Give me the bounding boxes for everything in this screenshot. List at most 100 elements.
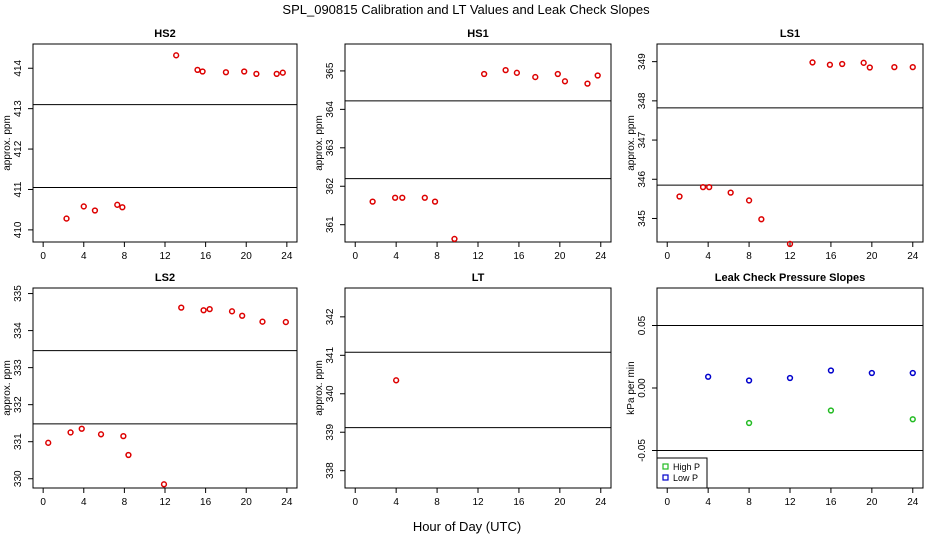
x-tick-label: 16 bbox=[825, 251, 837, 262]
data-point bbox=[253, 70, 260, 78]
data-point bbox=[451, 235, 458, 243]
x-tick-label: 4 bbox=[81, 497, 87, 508]
y-tick-label: 347 bbox=[637, 131, 648, 148]
data-point bbox=[594, 72, 601, 79]
y-tick-label: 342 bbox=[325, 308, 336, 325]
data-point bbox=[228, 308, 236, 315]
panel-title: LT bbox=[472, 272, 485, 284]
legend-label: Low P bbox=[673, 473, 698, 483]
plot-frame bbox=[344, 43, 612, 243]
main-title: SPL_090815 Calibration and LT Values and… bbox=[282, 2, 650, 17]
x-tick-label: 12 bbox=[784, 251, 796, 262]
x-tick-label: 16 bbox=[200, 251, 212, 262]
data-point bbox=[480, 70, 488, 78]
data-point bbox=[891, 63, 898, 71]
data-point bbox=[827, 367, 835, 374]
data-point bbox=[97, 431, 105, 438]
x-tick-label: 20 bbox=[554, 497, 566, 508]
data-point bbox=[561, 78, 569, 85]
data-point bbox=[206, 305, 213, 313]
data-point bbox=[502, 66, 509, 74]
y-tick-label: 348 bbox=[637, 92, 648, 109]
data-point bbox=[239, 312, 246, 319]
panel-title: Leak Check Pressure Slopes bbox=[715, 272, 865, 284]
data-point bbox=[119, 204, 126, 211]
x-tick-label: 4 bbox=[393, 497, 399, 508]
x-tick-label: 24 bbox=[907, 497, 919, 508]
data-point bbox=[200, 307, 207, 314]
x-tick-label: 4 bbox=[705, 251, 711, 262]
x-tick-label: 4 bbox=[81, 251, 87, 262]
x-tick-label: 16 bbox=[513, 251, 525, 262]
y-tick-label: 0.00 bbox=[637, 378, 648, 398]
y-tick-label: 334 bbox=[13, 322, 24, 339]
y-tick-label: 338 bbox=[325, 462, 336, 479]
y-axis-label: approx. ppm bbox=[314, 115, 325, 171]
panel-title: LS2 bbox=[155, 272, 175, 284]
data-point bbox=[120, 432, 127, 440]
data-point bbox=[827, 407, 835, 414]
y-tick-label: 330 bbox=[13, 470, 24, 487]
data-point bbox=[706, 183, 713, 191]
y-tick-label: 411 bbox=[13, 181, 24, 197]
data-point bbox=[868, 369, 875, 377]
data-point bbox=[745, 377, 753, 384]
panel-1: HS1 0 4 8 12 16 20 24 361 362 363 364 365 approx. ppm bbox=[314, 28, 612, 262]
y-tick-label: 414 bbox=[13, 59, 24, 76]
data-point bbox=[826, 61, 834, 68]
x-tick-label: 4 bbox=[393, 251, 399, 262]
data-point bbox=[786, 374, 794, 382]
data-point bbox=[431, 198, 439, 205]
y-tick-label: 349 bbox=[637, 53, 648, 70]
x-tick-label: 24 bbox=[907, 251, 919, 262]
data-point bbox=[393, 377, 400, 384]
x-tick-label: 4 bbox=[705, 497, 711, 508]
y-axis-label: kPa per min bbox=[626, 361, 637, 414]
legend-label: High P bbox=[673, 462, 700, 472]
y-tick-label: 340 bbox=[325, 385, 336, 402]
data-point bbox=[173, 52, 180, 59]
data-point bbox=[866, 64, 873, 71]
y-tick-label: 339 bbox=[325, 423, 336, 440]
data-point bbox=[699, 183, 707, 191]
y-tick-label: -0.05 bbox=[637, 439, 648, 462]
data-point bbox=[241, 68, 248, 75]
y-tick-label: 410 bbox=[13, 221, 24, 238]
x-tick-label: 16 bbox=[200, 497, 212, 508]
data-point bbox=[758, 216, 765, 223]
y-tick-label: 362 bbox=[325, 177, 336, 194]
data-point bbox=[279, 69, 286, 76]
data-point bbox=[860, 59, 867, 66]
data-point bbox=[78, 425, 85, 432]
y-axis-label: approx. ppm bbox=[2, 360, 13, 416]
x-tick-label: 0 bbox=[40, 497, 46, 508]
y-axis-label: approx. ppm bbox=[314, 360, 325, 416]
x-axis-label: Hour of Day (UTC) bbox=[413, 519, 521, 534]
y-tick-label: 0.05 bbox=[637, 315, 648, 335]
data-point bbox=[91, 207, 99, 214]
panel-title: LS1 bbox=[780, 28, 800, 40]
data-point bbox=[160, 481, 168, 488]
data-point bbox=[80, 203, 87, 210]
y-tick-label: 335 bbox=[13, 285, 24, 302]
data-point bbox=[194, 66, 201, 74]
x-tick-label: 0 bbox=[352, 251, 358, 262]
data-point bbox=[114, 201, 121, 208]
x-tick-label: 8 bbox=[122, 251, 128, 262]
x-tick-label: 8 bbox=[746, 251, 752, 262]
x-tick-label: 12 bbox=[159, 497, 171, 508]
data-point bbox=[839, 60, 846, 68]
x-tick-label: 20 bbox=[866, 251, 878, 262]
data-point bbox=[421, 194, 428, 201]
data-point bbox=[909, 369, 916, 377]
data-point bbox=[909, 63, 916, 71]
plot-frame bbox=[32, 43, 298, 243]
panel-3: LS2 0 4 8 12 16 20 24 330 331 332 333 334 335 approx. … bbox=[2, 272, 298, 508]
y-tick-label: 333 bbox=[13, 359, 24, 376]
x-tick-label: 8 bbox=[434, 497, 440, 508]
x-tick-label: 20 bbox=[554, 251, 566, 262]
data-point bbox=[399, 194, 406, 201]
panel-title: HS2 bbox=[154, 28, 175, 40]
